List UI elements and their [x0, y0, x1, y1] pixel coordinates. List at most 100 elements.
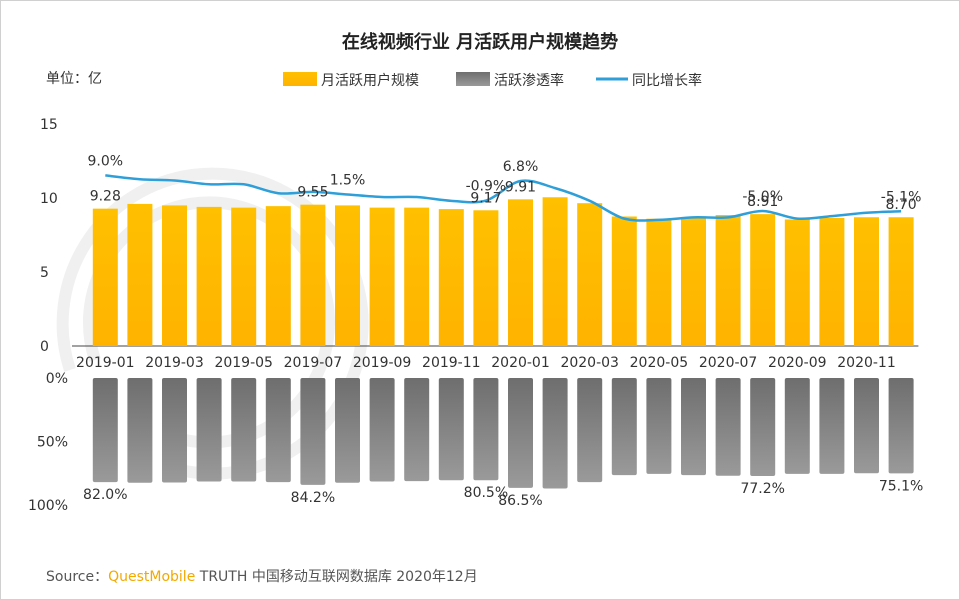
mau-bar: [646, 218, 672, 346]
y-tick-top: 15: [40, 117, 58, 133]
mau-bar: [611, 216, 637, 346]
mau-value-label: 9.28: [90, 189, 121, 205]
mau-value-label: 9.55: [297, 185, 328, 201]
x-tick-label: 2020-01: [491, 355, 550, 371]
unit-label: 单位：亿: [46, 71, 102, 87]
yoy-value-label: -5.0%: [742, 189, 783, 205]
penetration-bar: [300, 378, 326, 485]
penetration-bar: [784, 378, 810, 474]
yoy-value-label: 1.5%: [330, 172, 366, 188]
x-tick-label: 2020-11: [837, 355, 896, 371]
mau-bar: [715, 215, 741, 346]
mau-bar: [127, 203, 153, 346]
mau-bar: [577, 203, 603, 346]
mau-bar: [231, 207, 257, 346]
penetration-bar: [715, 378, 741, 476]
penetration-value-label: 80.5%: [464, 485, 508, 501]
mau-value-label: 9.17: [470, 190, 501, 206]
penetration-bar: [681, 378, 706, 476]
yoy-value-label: -5.1%: [881, 189, 922, 205]
penetration-bar: [611, 378, 637, 476]
y-tick-top: 0: [40, 339, 49, 355]
x-tick-label: 2019-03: [145, 355, 204, 371]
y-tick-top: 5: [40, 265, 49, 281]
mau-bar: [681, 217, 706, 346]
yoy-value-label: 6.8%: [503, 159, 539, 175]
penetration-bar: [162, 378, 187, 483]
x-tick-label: 2020-03: [560, 355, 619, 371]
penetration-value-label: 77.2%: [740, 481, 784, 497]
penetration-bar: [196, 378, 222, 482]
penetration-bar: [646, 378, 672, 474]
mau-bar: [784, 219, 810, 346]
y-tick-bottom: 50%: [37, 435, 68, 451]
penetration-bar: [127, 378, 153, 483]
penetration-bar: [750, 378, 776, 477]
mau-bar: [92, 208, 118, 346]
mau-bar: [300, 204, 326, 346]
axes: 15 10 5 0 2019-01 2019-03 2019-05 2019-07 2019-0…: [28, 117, 919, 514]
source-rest: TRUTH 中国移动互联网数据库 2020年12月: [195, 569, 478, 585]
mau-bar: [196, 206, 222, 346]
x-tick-label: 2020-07: [699, 355, 758, 371]
x-tick-label: 2019-09: [353, 355, 412, 371]
penetration-bar: [231, 378, 257, 482]
penetration-bar: [819, 378, 845, 474]
yoy-line: [105, 174, 902, 222]
penetration-bars: [92, 378, 914, 489]
y-tick-bottom: 0%: [46, 371, 68, 387]
penetration-value-label: 84.2%: [291, 490, 335, 506]
penetration-value-label: 75.1%: [879, 478, 923, 494]
penetration-bar: [473, 378, 499, 481]
penetration-value-label: 82.0%: [83, 487, 127, 503]
mau-bar: [438, 209, 464, 346]
penetration-bar: [92, 378, 118, 483]
chart-title: 在线视频行业 月活跃用户规模趋势: [342, 31, 618, 53]
penetration-bar: [577, 378, 603, 483]
mau-bar: [542, 197, 568, 346]
x-tick-label: 2020-05: [630, 355, 689, 371]
x-tick-label: 2019-05: [214, 355, 273, 371]
source-note: Source：QuestMobile TRUTH 中国移动互联网数据库 2020…: [46, 566, 478, 586]
legend-label-mau: 月活跃用户规模: [321, 72, 419, 89]
mau-bar: [854, 217, 879, 346]
mau-bars: [92, 197, 914, 346]
penetration-bar: [508, 378, 533, 488]
y-tick-bottom: 100%: [28, 498, 68, 514]
penetration-bar: [369, 378, 395, 482]
mau-value-label: 8.70: [886, 197, 917, 213]
source-prefix: Source：: [46, 569, 109, 585]
mau-bar: [335, 205, 360, 346]
legend: 月活跃用户规模 活跃渗透率 同比增长率: [283, 72, 702, 89]
mau-value-label: 9.91: [505, 179, 536, 195]
mau-bar: [404, 207, 430, 346]
penetration-bar: [265, 378, 291, 483]
penetration-bar: [404, 378, 430, 482]
x-tick-label: 2019-07: [284, 355, 343, 371]
mau-bar: [265, 206, 291, 346]
penetration-value-label: 86.5%: [498, 493, 542, 509]
source-brand: QuestMobile: [108, 569, 196, 585]
penetration-bar: [854, 378, 879, 474]
mau-bar: [369, 207, 395, 346]
legend-label-penetration: 活跃渗透率: [494, 72, 564, 89]
mau-bar: [750, 214, 776, 346]
mau-value-label: 8.91: [747, 194, 778, 210]
mau-bar: [888, 217, 914, 346]
mau-bar: [473, 210, 499, 346]
mau-bar: [819, 217, 845, 346]
yoy-line-group: [105, 174, 902, 222]
x-tick-label: 2020-09: [768, 355, 827, 371]
data-labels: 9.28 9.55 9.179.91 8.91 8.70 82.0% 84.2% 80.5%8…: [83, 153, 923, 508]
penetration-bar: [438, 378, 464, 481]
x-tick-label: 2019-01: [76, 355, 135, 371]
x-tick-label: 2019-11: [422, 355, 481, 371]
penetration-bar: [542, 378, 568, 489]
y-tick-top: 10: [40, 191, 58, 207]
mau-bar: [162, 205, 187, 346]
penetration-bar: [888, 378, 914, 474]
yoy-value-label: 9.0%: [88, 153, 124, 169]
legend-swatch-penetration: [456, 72, 490, 86]
legend-label-yoy: 同比增长率: [632, 72, 702, 89]
